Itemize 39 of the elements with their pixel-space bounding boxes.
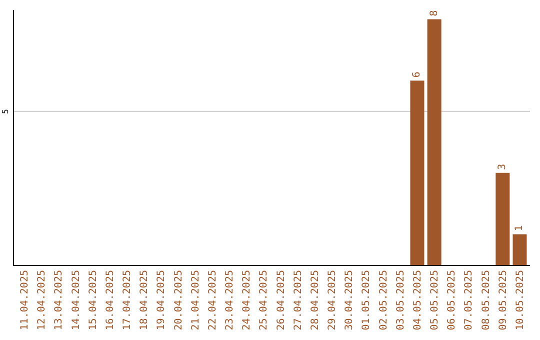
x-tick-label: 01.05.2025 [361,270,372,330]
x-tick-label: 22.04.2025 [207,270,218,330]
ref-line-label: 5 [1,108,10,114]
x-tick-label: 04.05.2025 [412,270,424,330]
x-tick-label: 15.04.2025 [88,270,99,330]
x-tick-label: 10.05.2025 [515,270,526,330]
x-tick-label: 19.04.2025 [156,270,168,330]
x-tick-label: 27.04.2025 [292,270,304,330]
x-tick-label: 06.05.2025 [446,270,458,330]
x-tick-label: 05.05.2025 [430,270,441,330]
x-tick-label: 12.04.2025 [36,270,48,330]
x-tick-label: 18.04.2025 [139,270,150,330]
data-label: 1 [514,225,526,232]
x-tick-label: 29.04.2025 [327,270,338,330]
data-label: 6 [412,72,423,78]
x-tick-label: 07.05.2025 [464,270,475,330]
x-tick-label: 24.04.2025 [242,270,253,330]
x-tick-label: 26.04.2025 [276,270,287,330]
bar [496,172,510,265]
bar [410,80,424,265]
x-tick-label: 17.04.2025 [122,270,134,330]
x-tick-label: 21.04.2025 [190,270,202,330]
x-tick-label: 08.05.2025 [480,270,492,330]
x-tick-label: 23.04.2025 [224,270,236,330]
x-tick-label: 20.04.2025 [173,270,184,330]
x-tick-label: 30.04.2025 [344,270,356,330]
bar [427,19,442,265]
x-tick-label: 14.04.2025 [70,270,82,330]
data-label: 8 [428,10,440,16]
x-tick-label: 09.05.2025 [498,270,509,330]
x-tick-label: 02.05.2025 [378,270,390,330]
x-tick-label: 28.04.2025 [310,270,321,330]
x-tick-label: 13.04.2025 [54,270,65,330]
data-label: 3 [497,164,508,170]
x-tick-label: 11.04.2025 [20,270,30,330]
x-tick-label: 16.04.2025 [104,270,116,330]
x-tick-label: 03.05.2025 [395,270,406,330]
x-tick-label: 25.04.2025 [258,270,270,330]
bar [512,234,527,265]
